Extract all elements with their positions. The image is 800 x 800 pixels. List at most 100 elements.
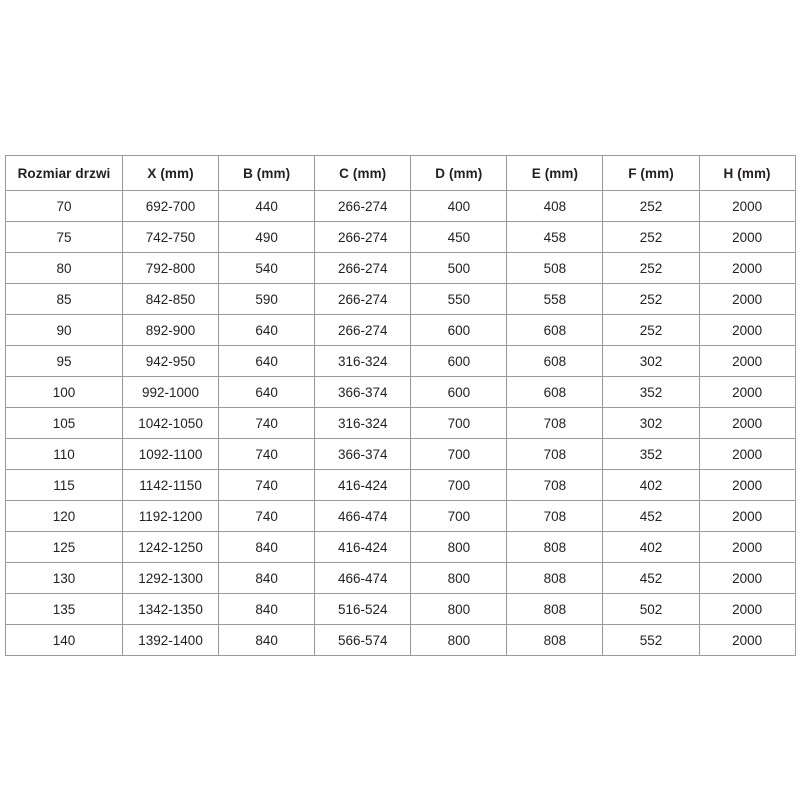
cell-c: 316-324 [314, 407, 412, 439]
cell-e: 608 [506, 345, 604, 377]
cell-f: 302 [602, 407, 700, 439]
cell-x: 692-700 [121, 190, 220, 222]
cell-d: 500 [410, 252, 508, 284]
cell-e: 708 [506, 438, 604, 470]
cell-rozmiar-drzwi: 140 [5, 624, 123, 656]
cell-f: 452 [602, 500, 700, 532]
cell-c: 266-274 [314, 314, 412, 346]
cell-c: 466-474 [314, 562, 412, 594]
table-row: 75 742-750 490 266-274 450 458 252 2000 [5, 221, 796, 253]
cell-e: 408 [506, 190, 604, 222]
cell-f: 252 [602, 283, 700, 315]
cell-c: 266-274 [314, 221, 412, 253]
cell-x: 1392-1400 [121, 624, 220, 656]
table-row: 125 1242-1250 840 416-424 800 808 402 20… [5, 531, 796, 563]
cell-d: 700 [410, 438, 508, 470]
cell-c: 416-424 [314, 531, 412, 563]
cell-c: 416-424 [314, 469, 412, 501]
door-size-table: Rozmiar drzwi X (mm) B (mm) C (mm) D (mm… [5, 155, 796, 656]
table-header: Rozmiar drzwi X (mm) B (mm) C (mm) D (mm… [5, 155, 796, 191]
cell-x: 1042-1050 [121, 407, 220, 439]
cell-h: 2000 [698, 407, 796, 439]
cell-b: 440 [218, 190, 316, 222]
cell-f: 402 [602, 531, 700, 563]
cell-b: 740 [218, 407, 316, 439]
cell-rozmiar-drzwi: 80 [5, 252, 123, 284]
cell-c: 366-374 [314, 376, 412, 408]
cell-x: 1292-1300 [121, 562, 220, 594]
cell-e: 608 [506, 376, 604, 408]
cell-h: 2000 [698, 252, 796, 284]
table-row: 100 992-1000 640 366-374 600 608 352 200… [5, 376, 796, 408]
cell-f: 252 [602, 314, 700, 346]
cell-f: 352 [602, 376, 700, 408]
cell-rozmiar-drzwi: 115 [5, 469, 123, 501]
column-header-rozmiar-drzwi: Rozmiar drzwi [5, 155, 123, 191]
table-row: 115 1142-1150 740 416-424 700 708 402 20… [5, 469, 796, 501]
cell-rozmiar-drzwi: 75 [5, 221, 123, 253]
cell-h: 2000 [698, 283, 796, 315]
cell-h: 2000 [698, 562, 796, 594]
cell-x: 992-1000 [121, 376, 220, 408]
cell-h: 2000 [698, 345, 796, 377]
table-row: 80 792-800 540 266-274 500 508 252 2000 [5, 252, 796, 284]
cell-d: 800 [410, 562, 508, 594]
table-body: 70 692-700 440 266-274 400 408 252 2000 … [5, 190, 796, 656]
cell-e: 808 [506, 531, 604, 563]
cell-b: 640 [218, 314, 316, 346]
cell-rozmiar-drzwi: 125 [5, 531, 123, 563]
cell-c: 266-274 [314, 283, 412, 315]
cell-e: 808 [506, 593, 604, 625]
cell-x: 1342-1350 [121, 593, 220, 625]
table-row: 70 692-700 440 266-274 400 408 252 2000 [5, 190, 796, 222]
cell-f: 302 [602, 345, 700, 377]
column-header-c: C (mm) [314, 155, 412, 191]
table-header-row: Rozmiar drzwi X (mm) B (mm) C (mm) D (mm… [5, 155, 796, 191]
cell-b: 840 [218, 593, 316, 625]
cell-h: 2000 [698, 500, 796, 532]
table-row: 90 892-900 640 266-274 600 608 252 2000 [5, 314, 796, 346]
cell-x: 1092-1100 [121, 438, 220, 470]
cell-d: 450 [410, 221, 508, 253]
cell-d: 700 [410, 500, 508, 532]
cell-c: 566-574 [314, 624, 412, 656]
cell-d: 400 [410, 190, 508, 222]
cell-c: 266-274 [314, 252, 412, 284]
cell-d: 800 [410, 624, 508, 656]
table-row: 105 1042-1050 740 316-324 700 708 302 20… [5, 407, 796, 439]
cell-h: 2000 [698, 624, 796, 656]
cell-rozmiar-drzwi: 100 [5, 376, 123, 408]
cell-rozmiar-drzwi: 105 [5, 407, 123, 439]
cell-b: 840 [218, 624, 316, 656]
cell-h: 2000 [698, 376, 796, 408]
cell-d: 600 [410, 345, 508, 377]
cell-b: 740 [218, 469, 316, 501]
cell-d: 800 [410, 531, 508, 563]
table-row: 95 942-950 640 316-324 600 608 302 2000 [5, 345, 796, 377]
cell-f: 402 [602, 469, 700, 501]
column-header-b: B (mm) [218, 155, 316, 191]
cell-c: 266-274 [314, 190, 412, 222]
cell-d: 800 [410, 593, 508, 625]
cell-e: 608 [506, 314, 604, 346]
cell-b: 740 [218, 438, 316, 470]
cell-x: 792-800 [121, 252, 220, 284]
cell-rozmiar-drzwi: 85 [5, 283, 123, 315]
cell-f: 452 [602, 562, 700, 594]
cell-rozmiar-drzwi: 110 [5, 438, 123, 470]
cell-d: 700 [410, 469, 508, 501]
cell-h: 2000 [698, 469, 796, 501]
cell-x: 842-850 [121, 283, 220, 315]
cell-e: 708 [506, 469, 604, 501]
cell-c: 366-374 [314, 438, 412, 470]
table-row: 85 842-850 590 266-274 550 558 252 2000 [5, 283, 796, 315]
cell-x: 1142-1150 [121, 469, 220, 501]
door-size-table-container: Rozmiar drzwi X (mm) B (mm) C (mm) D (mm… [5, 155, 796, 656]
column-header-d: D (mm) [410, 155, 508, 191]
cell-x: 742-750 [121, 221, 220, 253]
cell-x: 1192-1200 [121, 500, 220, 532]
cell-x: 892-900 [121, 314, 220, 346]
cell-b: 640 [218, 345, 316, 377]
cell-c: 466-474 [314, 500, 412, 532]
